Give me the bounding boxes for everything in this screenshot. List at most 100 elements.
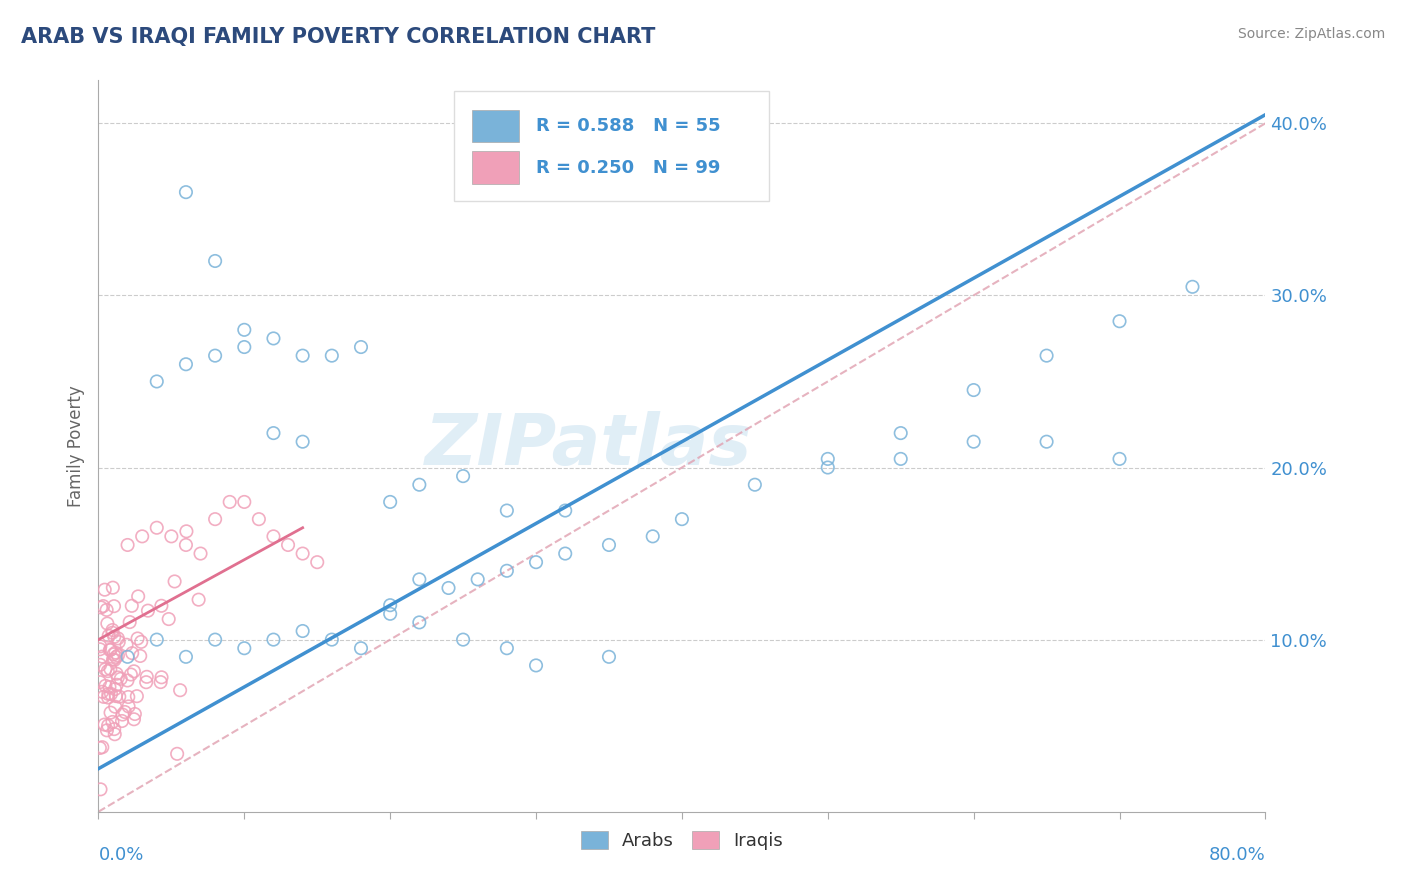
Point — [962, 434, 984, 449]
Point — [91, 740, 114, 755]
Point — [350, 340, 373, 354]
Point — [149, 675, 172, 690]
Point — [598, 538, 620, 552]
Point — [100, 642, 122, 657]
Text: 80.0%: 80.0% — [1209, 847, 1265, 864]
Text: Source: ZipAtlas.com: Source: ZipAtlas.com — [1237, 27, 1385, 41]
Point — [125, 689, 148, 703]
Point — [91, 649, 114, 664]
Point — [1108, 451, 1130, 466]
Point — [408, 477, 430, 491]
Point — [103, 722, 125, 736]
Point — [174, 357, 197, 371]
Point — [107, 648, 129, 663]
Point — [890, 426, 912, 441]
Point — [129, 635, 152, 649]
Text: ARAB VS IRAQI FAMILY POVERTY CORRELATION CHART: ARAB VS IRAQI FAMILY POVERTY CORRELATION… — [21, 27, 655, 46]
Point — [111, 707, 134, 722]
Point — [437, 581, 460, 595]
Point — [101, 623, 124, 637]
Point — [1035, 434, 1057, 449]
Point — [262, 426, 284, 441]
FancyBboxPatch shape — [454, 91, 769, 201]
Point — [94, 662, 117, 676]
Point — [321, 349, 343, 363]
Point — [104, 682, 127, 697]
Point — [350, 641, 373, 656]
Point — [103, 599, 125, 614]
Point — [124, 706, 146, 721]
Point — [496, 641, 519, 656]
Point — [163, 574, 186, 589]
Point — [190, 547, 212, 561]
Point — [408, 615, 430, 630]
Point — [101, 581, 124, 595]
Point — [127, 632, 149, 646]
Text: 0.0%: 0.0% — [98, 847, 143, 864]
Point — [104, 699, 127, 714]
Point — [89, 642, 111, 657]
Point — [380, 607, 402, 621]
Point — [291, 434, 314, 449]
Point — [262, 529, 284, 543]
Point — [291, 547, 314, 561]
Point — [108, 690, 131, 704]
Point — [277, 538, 299, 552]
Point — [90, 600, 112, 615]
Point — [97, 690, 120, 705]
Point — [150, 599, 173, 613]
Point — [174, 538, 197, 552]
Point — [262, 331, 284, 345]
Point — [93, 717, 115, 731]
Point — [307, 555, 329, 569]
Point — [962, 383, 984, 397]
Point — [150, 670, 173, 684]
Point — [1108, 314, 1130, 328]
Text: R = 0.250   N = 99: R = 0.250 N = 99 — [536, 159, 720, 177]
Point — [641, 529, 664, 543]
Point — [101, 652, 124, 666]
Point — [117, 649, 139, 664]
Point — [233, 340, 256, 354]
Point — [321, 632, 343, 647]
Point — [204, 632, 226, 647]
Point — [146, 375, 169, 389]
Point — [107, 635, 129, 649]
Point — [262, 632, 284, 647]
Point — [744, 477, 766, 491]
Point — [117, 538, 139, 552]
Point — [204, 349, 226, 363]
Point — [96, 616, 118, 631]
Point — [127, 590, 149, 604]
Point — [890, 451, 912, 466]
Y-axis label: Family Poverty: Family Poverty — [66, 385, 84, 507]
Point — [89, 675, 111, 690]
Text: ZIPatlas: ZIPatlas — [425, 411, 752, 481]
Point — [554, 547, 576, 561]
Point — [233, 323, 256, 337]
Point — [598, 649, 620, 664]
Text: R = 0.588   N = 55: R = 0.588 N = 55 — [536, 117, 721, 135]
Point — [496, 503, 519, 517]
Point — [104, 646, 127, 660]
Point — [1181, 280, 1204, 294]
Point — [89, 657, 111, 672]
Point — [817, 451, 839, 466]
Point — [101, 714, 124, 729]
Point — [114, 705, 136, 719]
Point — [107, 670, 129, 684]
Point — [89, 640, 111, 654]
Point — [101, 625, 124, 640]
Point — [204, 254, 226, 268]
Point — [120, 667, 142, 681]
Point — [524, 658, 547, 673]
Point — [291, 349, 314, 363]
Point — [91, 685, 114, 699]
Point — [408, 573, 430, 587]
Point — [174, 649, 197, 664]
Point — [110, 672, 132, 686]
Point — [218, 495, 240, 509]
Point — [135, 675, 157, 690]
Point — [146, 632, 169, 647]
Point — [176, 524, 198, 539]
